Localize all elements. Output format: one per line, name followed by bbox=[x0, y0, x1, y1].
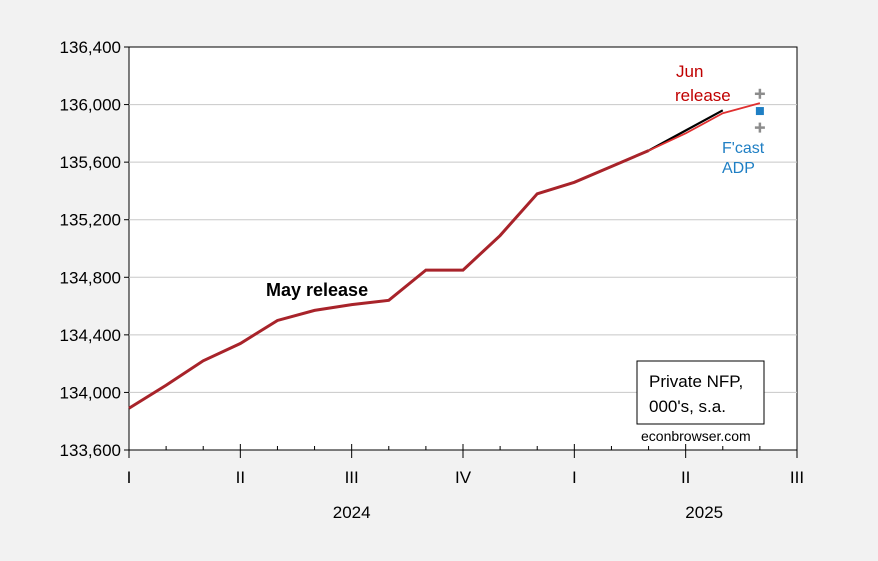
series-layer bbox=[128, 88, 765, 410]
x-quarter-label: II bbox=[236, 468, 245, 487]
y-axis: 133,600 134,000 134,400 134,800 135,200 135,6… bbox=[60, 38, 129, 460]
y-tick-label: 135,600 bbox=[60, 153, 121, 172]
x-year-label: 2025 bbox=[685, 503, 723, 522]
y-tick-label: 135,200 bbox=[60, 211, 121, 230]
legend-box bbox=[636, 360, 765, 425]
fcast-label: F'cast bbox=[722, 140, 765, 157]
x-quarter-label: III bbox=[345, 468, 359, 487]
source-label: econbrowser.com bbox=[641, 428, 751, 444]
legend-box-line1: Private NFP, bbox=[649, 372, 743, 391]
common-history-line bbox=[128, 149, 650, 410]
x-quarter-label: I bbox=[127, 468, 132, 487]
jun-release-label-line1: Jun bbox=[676, 62, 703, 81]
x-quarter-label: IV bbox=[455, 468, 472, 487]
x-quarter-label: I bbox=[572, 468, 577, 487]
jun-release-line bbox=[648, 102, 761, 152]
y-tick-label: 134,400 bbox=[60, 326, 121, 345]
y-tick-label: 134,000 bbox=[60, 383, 121, 402]
adp-label: ADP bbox=[722, 160, 755, 177]
y-tick-label: 136,000 bbox=[60, 96, 121, 115]
x-quarter-label: II bbox=[681, 468, 690, 487]
adp-marker bbox=[755, 107, 764, 116]
jun-release-label-line2: release bbox=[675, 86, 731, 105]
legend-box-line2: 000's, s.a. bbox=[649, 397, 726, 416]
y-tick-label: 134,800 bbox=[60, 268, 121, 287]
x-quarter-label: III bbox=[790, 468, 804, 487]
y-tick-label: 136,400 bbox=[60, 38, 121, 57]
y-tick-label: 133,600 bbox=[60, 441, 121, 460]
x-year-label: 2024 bbox=[333, 503, 371, 522]
forecast-marker bbox=[754, 122, 765, 133]
forecast-marker bbox=[754, 88, 765, 99]
may-release-label: May release bbox=[266, 280, 368, 300]
